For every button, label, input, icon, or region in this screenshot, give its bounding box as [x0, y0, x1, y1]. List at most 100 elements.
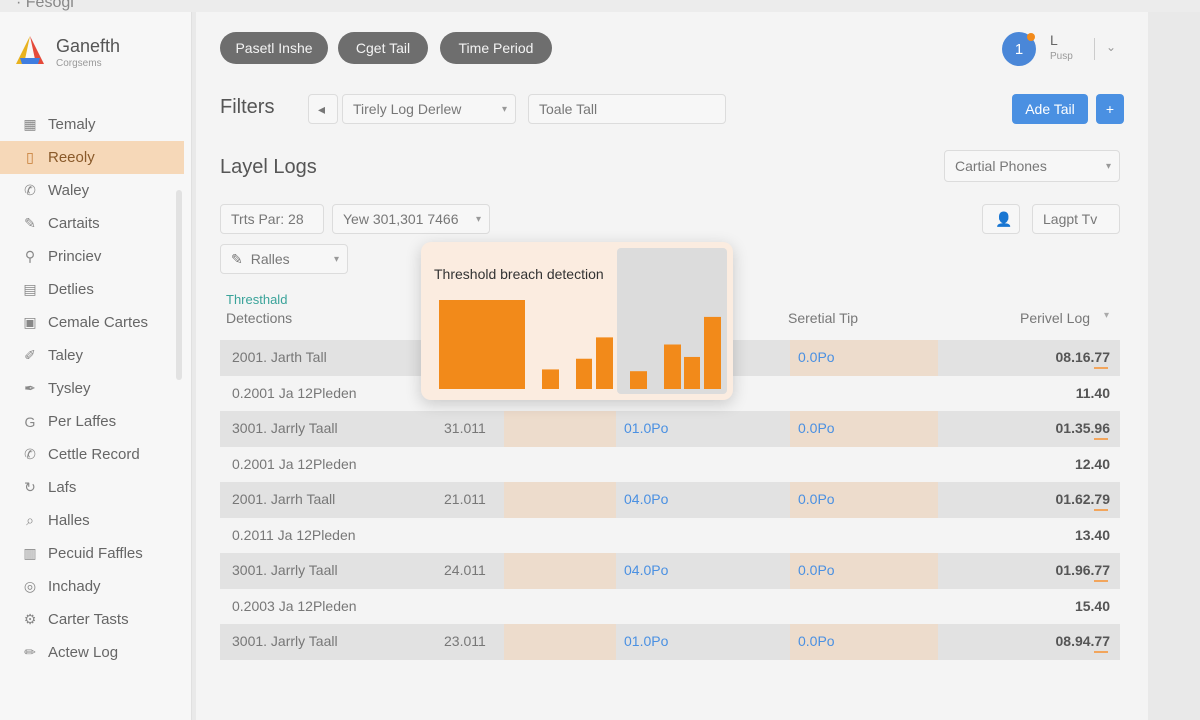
sidebar-nav: ▦ Temaly ▯ Reeoly ✆ Waley ✎ Cartaits ⚲ Princiev ▤ D… — [0, 108, 192, 669]
sidebar-item-label: Carter Tasts — [48, 611, 129, 628]
pill-tab-1[interactable]: Pasetl Inshe — [220, 32, 328, 64]
log-view-select[interactable]: Tirely Log Derlew ▾ — [342, 94, 516, 124]
table-row[interactable]: 0.2011 Ja 12Pleden 13.40 — [220, 517, 1120, 553]
filter-input-value: Toale Tall — [539, 101, 598, 117]
table-row[interactable]: 3001. Jarrly Taall 31.011 01.0Po 0.0Po 01.35… — [220, 411, 1120, 447]
sidebar-item-16[interactable]: ✏ Actew Log — [0, 636, 192, 669]
table-row[interactable]: 0.2003 Ja 12Pleden 15.40 — [220, 588, 1120, 624]
table-cell-c2: 24.011 — [444, 562, 486, 578]
table-cell-c2: 23.011 — [444, 633, 486, 649]
search-icon: ⌕ — [26, 512, 34, 528]
table-cell-c1: 2001. Jarth Tall — [232, 349, 327, 365]
filter-input[interactable]: Toale Tall — [528, 94, 726, 124]
chevron-down-icon: ▾ — [333, 253, 339, 265]
sidebar-item-10[interactable]: ✆ Cettle Record — [0, 438, 192, 471]
sidebar-item-14[interactable]: ◎ Inchady — [0, 570, 192, 603]
sidebar-item-2[interactable]: ✆ Waley — [0, 174, 192, 207]
table-cell-c1: 0.2011 Ja 12Pleden — [232, 526, 356, 543]
sidebar-item-8[interactable]: ✒ Tysley — [0, 372, 192, 405]
table-cell-c5: 08.16.77 — [1055, 349, 1111, 365]
sidebar-item-label: Tysley — [48, 380, 91, 397]
sidebar-item-6[interactable]: ▣ Cemale Cartes — [0, 306, 192, 339]
table-cell-c5: 08.94.77 — [1055, 633, 1111, 649]
back-button[interactable]: ◂ — [308, 94, 338, 124]
user-filter-button[interactable]: 👤 — [982, 204, 1020, 234]
sidebar-item-13[interactable]: ▥ Pecuid Faffles — [0, 537, 192, 570]
value-underline — [1094, 651, 1108, 653]
pill-tab-3[interactable]: Time Period — [440, 32, 552, 64]
sidebar-item-label: Princiev — [48, 248, 102, 265]
filters-title: Filters — [220, 96, 275, 118]
sidebar-item-5[interactable]: ▤ Detlies — [0, 273, 192, 306]
popup-bar — [664, 344, 681, 389]
cell-highlight — [504, 624, 616, 660]
table-cell-c4: 0.0Po — [798, 562, 835, 578]
sidebar-item-3[interactable]: ✎ Cartaits — [0, 207, 192, 240]
popup-bar — [704, 316, 721, 389]
parts-chip[interactable]: Trts Par: 28 — [220, 204, 324, 234]
table-cell-c5: 15.40 — [1074, 597, 1110, 614]
divider — [1094, 38, 1095, 60]
logs-title: Layel Logs — [220, 156, 317, 178]
gear-icon: ⚙ — [23, 611, 37, 627]
year-chip[interactable]: Yew 301,301 7466 ▾ — [332, 204, 490, 234]
value-underline — [1094, 509, 1108, 511]
sidebar-item-label: Pecuid Faffles — [48, 545, 143, 562]
phone-icon: ✆ — [24, 446, 36, 462]
avatar[interactable]: 1 — [1002, 32, 1036, 66]
layout-icon: ▣ — [23, 314, 37, 330]
popup-title: Threshold breach detection — [434, 266, 604, 282]
year-chip-label: Yew 301,301 7466 — [343, 211, 459, 227]
pill-tab-2[interactable]: Cget Tail — [338, 32, 428, 64]
export-button[interactable]: Lagpt Tv — [1032, 204, 1120, 234]
user-menu[interactable]: 1 L Pusp ⌄ — [1002, 32, 1132, 72]
column-header-detections[interactable]: Detections — [226, 310, 293, 326]
table-cell-c3: 01.0Po — [624, 420, 669, 436]
table-cell-c3: 04.0Po — [624, 562, 669, 578]
sidebar-scrollbar[interactable] — [176, 190, 182, 380]
chevron-down-icon: ▾ — [1105, 160, 1111, 172]
table-cell-c4: 0.0Po — [798, 349, 835, 365]
add-tail-button[interactable]: Ade Tail — [1012, 94, 1088, 124]
parts-chip-label: Trts Par: 28 — [231, 211, 304, 227]
rules-icon: ✎ — [231, 250, 243, 267]
cell-highlight — [790, 411, 938, 447]
table-cell-c1: 0.2001 Ja 12Pleden — [232, 384, 357, 401]
column-header-serial-tip[interactable]: Seretial Tip — [788, 310, 859, 326]
table-cell-c4: 0.0Po — [798, 491, 835, 507]
sidebar-item-11[interactable]: ↻ Lafs — [0, 471, 192, 504]
edit-icon: ✎ — [24, 215, 36, 231]
g-icon: G — [24, 413, 36, 430]
table-row[interactable]: 0.2001 Ja 12Pleden 12.40 — [220, 446, 1120, 482]
add-icon-button[interactable]: + — [1096, 94, 1124, 124]
user-icon: 👤 — [995, 210, 1013, 227]
phones-dropdown[interactable]: Cartial Phones ▾ — [944, 150, 1120, 182]
table-row[interactable]: 2001. Jarrh Taall 21.011 04.0Po 0.0Po 01.62.… — [220, 482, 1120, 518]
sidebar-item-9[interactable]: G Per Laffes — [0, 405, 192, 438]
column-header-period-log[interactable]: Perivel Log — [1020, 310, 1091, 326]
sort-icon[interactable]: ▾ — [1104, 310, 1110, 321]
table-icon: ▤ — [23, 281, 37, 297]
circle-icon: ◎ — [23, 578, 37, 594]
chevron-down-icon[interactable]: ⌄ — [1106, 40, 1117, 54]
brand-logo-icon — [16, 36, 44, 64]
sidebar-item-label: Per Laffes — [48, 413, 117, 430]
sidebar-item-7[interactable]: ✐ Taley — [0, 339, 192, 372]
sidebar-item-0[interactable]: ▦ Temaly — [0, 108, 192, 141]
threshold-popup[interactable]: Threshold breach detection — [421, 242, 733, 400]
sidebar-item-15[interactable]: ⚙ Carter Tasts — [0, 603, 192, 636]
top-strip-text: · Fesogi — [16, 0, 74, 11]
sidebar-item-12[interactable]: ⌕ Halles — [0, 504, 192, 537]
table-row[interactable]: 3001. Jarrly Taall 24.011 04.0Po 0.0Po 01.96… — [220, 553, 1120, 589]
brand[interactable]: Ganefth Corgsems — [12, 34, 182, 84]
rules-dropdown[interactable]: ✎ Ralles ▾ — [220, 244, 348, 274]
column-header-threshold[interactable]: Thresthald — [226, 292, 288, 307]
top-strip: · Fesogi — [0, 0, 1200, 12]
sidebar-item-1[interactable]: ▯ Reeoly — [0, 141, 184, 174]
pin-icon: ⚲ — [24, 248, 36, 264]
table-row[interactable]: 3001. Jarrly Taall 23.011 01.0Po 0.0Po 08.94… — [220, 624, 1120, 660]
sidebar-item-label: Waley — [48, 182, 90, 199]
table-cell-c1: 2001. Jarrh Taall — [232, 491, 336, 507]
table-cell-c1: 3001. Jarrly Taall — [232, 562, 338, 578]
sidebar-item-4[interactable]: ⚲ Princiev — [0, 240, 192, 273]
